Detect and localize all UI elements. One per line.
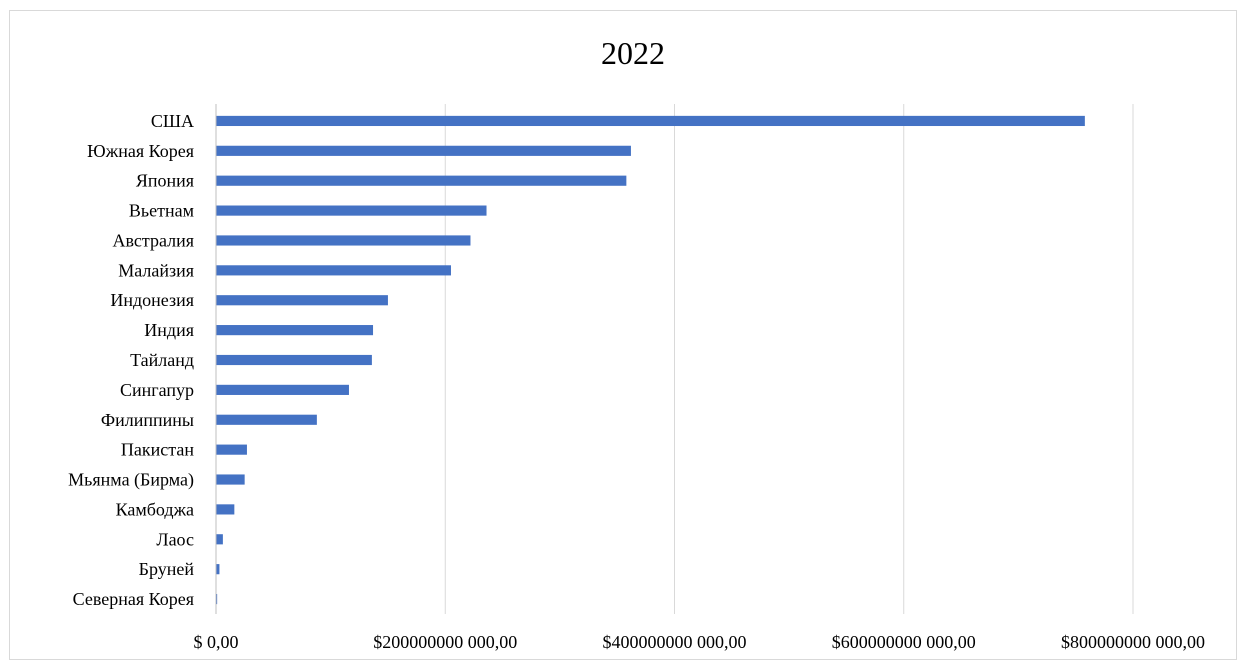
category-label: Лаос	[156, 529, 194, 549]
bars	[216, 115, 1085, 605]
category-label: Малайзия	[118, 260, 194, 280]
category-label: США	[151, 111, 194, 131]
x-tick-label: $400000000 000,00	[603, 632, 747, 652]
bar	[216, 564, 220, 575]
bar	[216, 444, 247, 455]
category-label: Камбоджа	[116, 499, 194, 519]
category-labels: США Южная Корея Япония Вьетнам Австралия Мала…	[68, 111, 194, 609]
category-label: Индонезия	[110, 290, 194, 310]
gridlines	[444, 104, 1134, 614]
category-label: Австралия	[112, 230, 194, 250]
x-tick-labels: $ 0,00 $200000000 000,00 $400000000 000,00…	[194, 632, 1206, 652]
bar	[216, 265, 451, 276]
x-tick-label: $ 0,00	[194, 632, 239, 652]
category-label: Бруней	[139, 559, 195, 579]
x-tick-label: $600000000 000,00	[832, 632, 976, 652]
category-label: Тайланд	[130, 350, 194, 370]
bar	[216, 325, 374, 336]
category-label: Филиппины	[101, 410, 194, 430]
bar	[216, 115, 1085, 127]
category-label: Индия	[144, 320, 194, 340]
bar	[216, 205, 487, 216]
category-label: Южная Корея	[87, 141, 194, 161]
category-label: Северная Корея	[73, 589, 194, 609]
x-tick-label: $800000000 000,00	[1061, 632, 1205, 652]
bar	[216, 354, 372, 366]
category-label: Япония	[136, 171, 194, 191]
bar	[216, 504, 235, 515]
bar	[216, 384, 349, 395]
bar	[216, 534, 223, 545]
category-label: Пакистан	[121, 440, 194, 460]
bar	[216, 295, 388, 306]
bar	[216, 414, 317, 425]
bar	[216, 474, 245, 485]
x-tick-label: $200000000 000,00	[373, 632, 517, 652]
chart-title: 2022	[601, 35, 665, 71]
category-label: Сингапур	[120, 380, 194, 400]
category-label: Вьетнам	[129, 201, 194, 221]
bar	[216, 145, 631, 156]
bar	[216, 235, 471, 246]
category-label: Мьянма (Бирма)	[68, 470, 194, 491]
bar	[216, 593, 218, 605]
bar	[216, 175, 627, 186]
